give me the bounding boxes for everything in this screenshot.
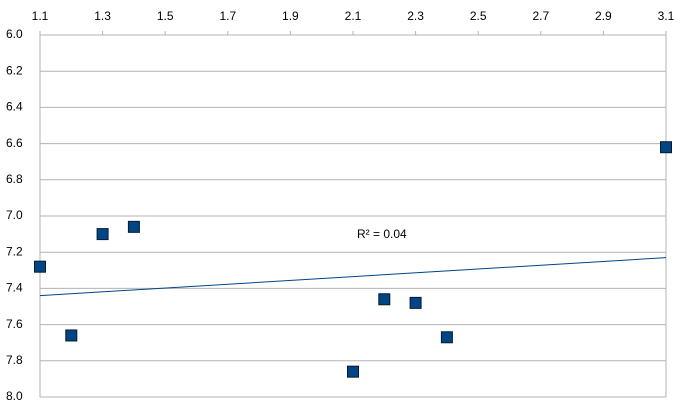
y-tick-label: 6.4 [6, 100, 23, 114]
y-tick-label: 6.8 [6, 172, 23, 186]
y-tick-label: 6.0 [6, 27, 23, 41]
data-point [440, 331, 453, 344]
x-tick-label: 1.5 [157, 9, 174, 23]
y-tick-label: 6.2 [6, 63, 23, 77]
x-tick-label: 1.9 [282, 9, 299, 23]
data-point [378, 293, 391, 306]
x-tick-label: 1.3 [94, 9, 111, 23]
data-point [347, 365, 359, 378]
y-tick-label: 7.8 [6, 353, 23, 367]
x-tick-label: 1.7 [219, 9, 236, 23]
data-point [65, 329, 78, 342]
x-tick-label: 3.1 [658, 9, 675, 23]
data-point [96, 228, 109, 241]
y-tick-label: 8.0 [6, 389, 23, 403]
y-tick-label: 7.4 [6, 281, 23, 295]
x-tick-label: 2.7 [532, 9, 549, 23]
y-tick-label: 7.6 [6, 317, 23, 331]
x-tick-label: 2.3 [407, 9, 424, 23]
data-point [127, 220, 140, 233]
y-tick-label: 6.6 [6, 136, 23, 150]
x-tick-label: 1.1 [32, 9, 49, 23]
x-tick-label: 2.9 [595, 9, 612, 23]
data-point [660, 141, 672, 154]
data-point [34, 260, 46, 273]
data-point [409, 296, 422, 309]
y-tick-label: 7.0 [6, 208, 23, 222]
x-tick-label: 2.1 [345, 9, 362, 23]
trendline [39, 257, 667, 297]
r-squared-label: R² = 0.04 [357, 227, 407, 241]
x-tick-label: 2.5 [470, 9, 487, 23]
y-tick-label: 7.2 [6, 244, 23, 258]
